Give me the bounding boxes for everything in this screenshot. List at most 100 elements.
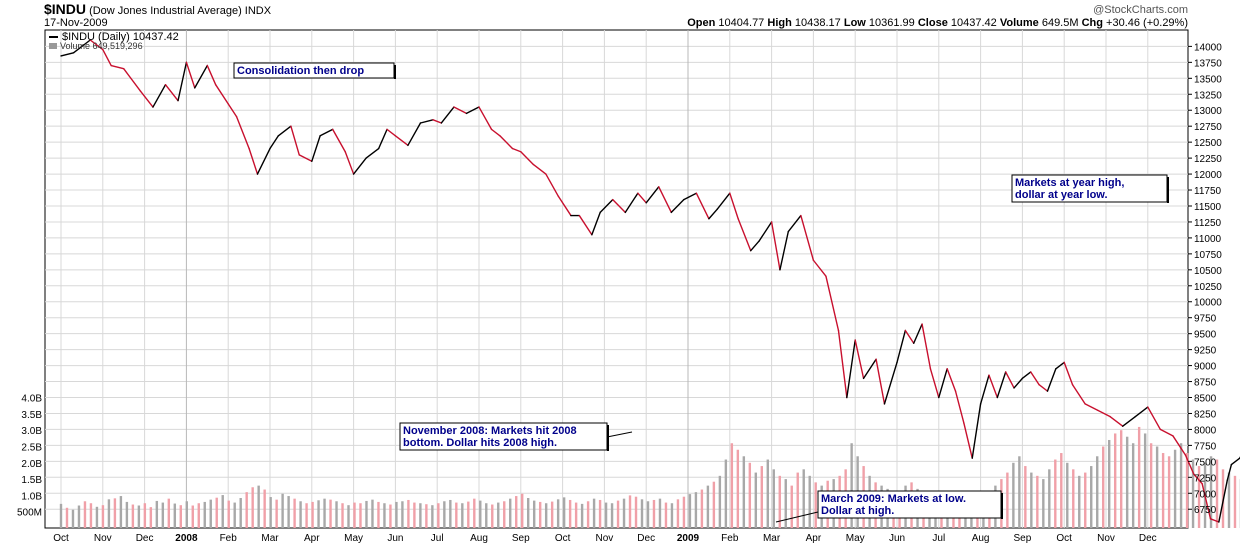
price-segment [979,374,990,405]
volume-bar [425,504,428,528]
watermark: @StockCharts.com [1093,4,1188,16]
price-segment [1071,384,1086,405]
volume-bar [311,501,314,528]
price-tick-label: 10000 [1194,298,1222,309]
volume-bar [1161,453,1165,528]
volume-bar [532,500,536,528]
volume-bar [1036,475,1039,528]
price-segment [896,329,907,364]
price-segment [465,106,480,115]
price-segment [846,339,856,399]
volume-bar [580,503,584,528]
volume-bar [347,505,350,528]
volume-bar [143,503,147,528]
price-segment [1226,463,1233,482]
volume-bar [449,499,452,528]
volume-bar [77,505,81,528]
annotation-march-2009: March 2009: Markets at low. Dollar at hi… [775,490,1003,523]
price-segment [185,61,196,89]
volume-bar [137,505,141,528]
annotation-box [1011,174,1168,203]
volume-bar [173,503,177,528]
volume-bar [197,503,200,528]
price-segment [432,119,443,124]
volume-bar [371,499,374,528]
time-tick-label: 2009 [677,533,700,544]
close-value: 10437.42 [950,17,997,29]
volume-bar [586,501,590,528]
volume-bar [682,496,686,528]
price-tick-label: 7500 [1194,457,1217,468]
price-segment [862,358,877,380]
price-segment [365,147,380,159]
volume-bar [443,501,446,528]
price-segment [1063,361,1074,386]
volume-bar [1137,426,1141,528]
annotation-text: Consolidation then drop [237,65,364,77]
price-tick-label: 12000 [1194,170,1222,181]
price-segment [578,214,593,236]
time-tick-label: Apr [806,533,822,544]
price-tick-label: 13250 [1194,90,1222,101]
volume-bar [305,503,308,528]
volume-bar [437,503,440,528]
time-tick-label: Mar [763,533,781,544]
volume-tick-label: 2.0B [21,459,42,470]
volume-bar [790,485,793,528]
time-tick-label: Aug [470,533,488,544]
volume-bar [1024,466,1027,528]
volume-bar [185,501,188,528]
volume-bar [131,504,135,528]
price-line [60,39,1240,523]
price-segment [837,329,848,399]
volume-bar [718,475,722,528]
price-segment [511,147,522,153]
volume-bar [161,502,165,528]
volume-bar [107,499,111,528]
volume-bar [1119,430,1123,528]
price-segment [520,151,535,166]
price-segment [1159,428,1174,437]
open-value: 10404.77 [718,17,765,29]
volume-bar [1143,433,1147,528]
price-segment [787,214,802,233]
volume-bar [209,499,212,528]
volume-bar [299,501,302,528]
volume-bar [778,475,781,528]
price-segment [377,128,388,150]
volume-bar [275,499,278,528]
price-segment [545,173,560,198]
volume-bar [89,503,93,528]
volume-tick-label: 3.5B [21,410,42,421]
price-segment [89,39,104,51]
price-tick-label: 12250 [1194,154,1222,165]
volume-bar [215,497,218,528]
volume-bar [167,498,171,528]
price-segment [164,83,179,102]
volume-bar [772,469,775,528]
volume-bar [760,466,763,528]
price-segment [658,186,672,214]
price-tick-label: 7000 [1194,489,1217,500]
price-segment [779,230,790,271]
price-segment [750,240,760,252]
price-tick-label: 10750 [1194,250,1222,261]
price-segment [770,221,781,271]
price-segment [1004,371,1015,389]
volume-bar [473,498,476,528]
price-segment [1055,361,1065,370]
price-tick-label: 8250 [1194,409,1217,420]
volume-bar [1108,439,1111,528]
volume-bar [1006,472,1009,528]
price-segment [490,128,501,137]
price-tick-label: 12500 [1194,138,1222,149]
volume-bar [455,502,458,528]
volume-bar [730,443,734,528]
volume-bar [1125,436,1129,528]
volume-bar [125,501,129,528]
volume-bar [1060,453,1063,528]
price-tick-label: 10250 [1194,282,1222,293]
price-segment [1030,371,1040,386]
price-segment [1134,406,1149,418]
price-tick-label: 11750 [1194,186,1222,197]
